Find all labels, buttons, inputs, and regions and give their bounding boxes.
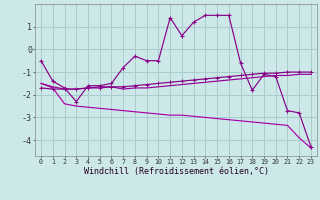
X-axis label: Windchill (Refroidissement éolien,°C): Windchill (Refroidissement éolien,°C) [84,167,268,176]
